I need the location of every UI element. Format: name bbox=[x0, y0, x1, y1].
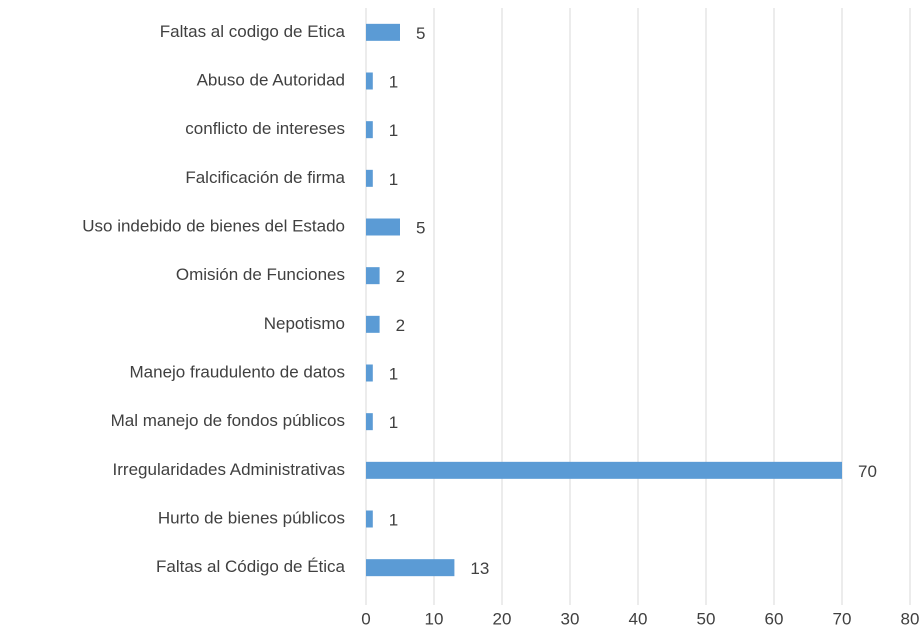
data-label: 2 bbox=[396, 316, 405, 335]
bar bbox=[366, 461, 842, 479]
data-label: 5 bbox=[416, 24, 425, 43]
data-label: 2 bbox=[396, 267, 405, 286]
data-label: 1 bbox=[389, 170, 398, 189]
x-tick-label: 20 bbox=[493, 609, 512, 628]
y-tick-label: Faltas al Código de Ética bbox=[156, 557, 346, 576]
bar bbox=[366, 169, 373, 187]
y-tick-label: Irregularidades Administrativas bbox=[113, 460, 345, 479]
x-tick-label: 60 bbox=[765, 609, 784, 628]
x-tick-label: 0 bbox=[361, 609, 370, 628]
bar bbox=[366, 510, 373, 528]
y-tick-label: Omisión de Funciones bbox=[176, 265, 345, 284]
data-label: 1 bbox=[389, 510, 398, 529]
bar bbox=[366, 218, 400, 236]
data-label: 1 bbox=[389, 413, 398, 432]
x-tick-label: 70 bbox=[833, 609, 852, 628]
x-tick-label: 30 bbox=[561, 609, 580, 628]
data-label: 1 bbox=[389, 121, 398, 140]
y-tick-label: Hurto de bienes públicos bbox=[158, 508, 345, 527]
y-tick-label: Abuso de Autoridad bbox=[197, 70, 345, 89]
y-tick-label: Faltas al codigo de Etica bbox=[160, 22, 346, 41]
y-tick-label: Manejo fraudulento de datos bbox=[130, 362, 346, 381]
x-tick-label: 40 bbox=[629, 609, 648, 628]
y-tick-label: Uso indebido de bienes del Estado bbox=[82, 216, 345, 235]
data-label: 70 bbox=[858, 462, 877, 481]
bar bbox=[366, 559, 455, 577]
data-label: 13 bbox=[470, 559, 489, 578]
bar bbox=[366, 364, 373, 382]
bar bbox=[366, 121, 373, 139]
y-tick-label: Nepotismo bbox=[264, 314, 345, 333]
x-tick-label: 10 bbox=[425, 609, 444, 628]
bar bbox=[366, 413, 373, 431]
data-label: 1 bbox=[389, 364, 398, 383]
bar bbox=[366, 315, 380, 333]
y-tick-label: Mal manejo de fondos públicos bbox=[111, 411, 345, 430]
bar bbox=[366, 23, 400, 41]
data-label: 5 bbox=[416, 218, 425, 237]
x-tick-label: 50 bbox=[697, 609, 716, 628]
x-tick-label: 80 bbox=[901, 609, 920, 628]
bar bbox=[366, 72, 373, 90]
data-label: 1 bbox=[389, 72, 398, 91]
y-tick-label: Falcificación de firma bbox=[185, 168, 345, 187]
bar bbox=[366, 267, 380, 285]
y-tick-label: conflicto de intereses bbox=[185, 119, 345, 138]
